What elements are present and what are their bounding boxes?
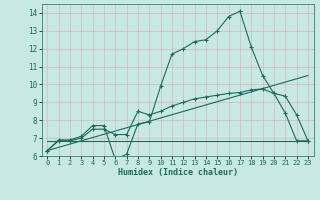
X-axis label: Humidex (Indice chaleur): Humidex (Indice chaleur) bbox=[118, 168, 237, 177]
